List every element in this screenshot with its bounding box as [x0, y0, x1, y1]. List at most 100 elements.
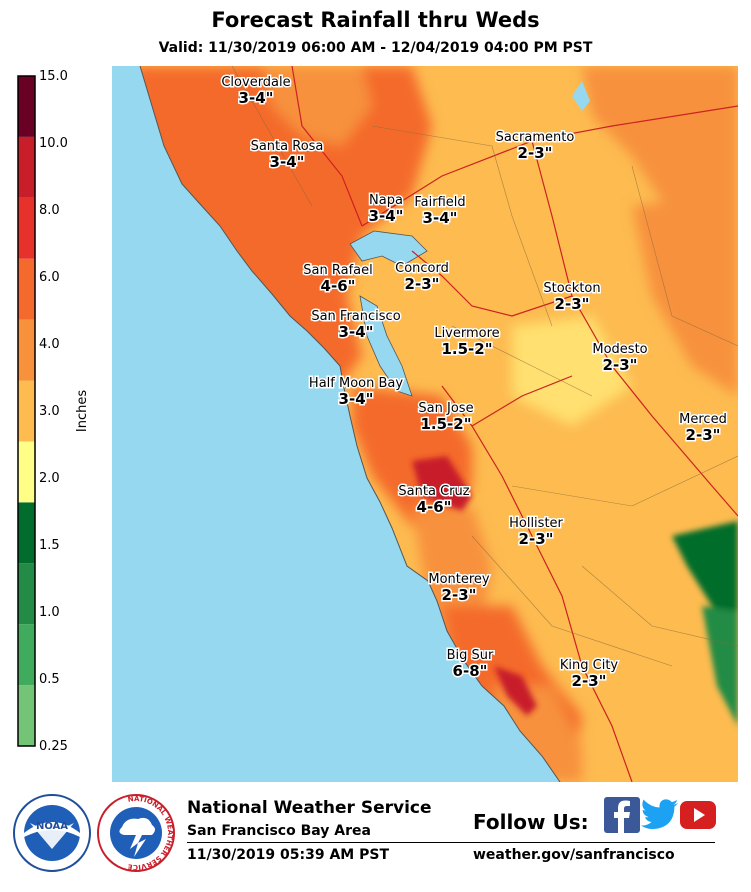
- follow-us-label: Follow Us:: [473, 810, 589, 834]
- san-francisco-bay: [359, 295, 413, 397]
- city-rainfall-amount: 6-8": [453, 662, 488, 680]
- city-rainfall-amount: 2-3": [519, 530, 554, 548]
- website-link[interactable]: weather.gov/sanfrancisco: [473, 847, 675, 863]
- city-name: Hollister: [509, 516, 563, 531]
- city-name: San Jose: [418, 401, 473, 416]
- legend-axis-label: Inches: [75, 390, 90, 432]
- rainfall-legend: 0.25 0.5 1.0 1.5 2.0 3.0 4.0 6.0 8.0 10.0 15.0 Inc…: [17, 69, 90, 754]
- noaa-logo: NOAA: [13, 794, 91, 872]
- legend-tick-label: 15.0: [39, 69, 68, 84]
- legend-bin: [18, 197, 35, 259]
- city-name: San Rafael: [303, 263, 372, 278]
- city-rainfall-amount: 3-4": [239, 89, 274, 107]
- city-rainfall-amount: 2-3": [518, 144, 553, 162]
- twitter-icon[interactable]: [641, 799, 679, 831]
- legend-tick-label: 8.0: [39, 203, 60, 218]
- facebook-icon[interactable]: [604, 797, 640, 833]
- city-name: Stockton: [543, 281, 600, 296]
- city-name: Concord: [395, 261, 449, 276]
- youtube-icon[interactable]: [680, 799, 716, 831]
- noaa-logo-text: NOAA: [36, 821, 68, 832]
- city-name: Big Sur: [447, 648, 494, 663]
- city-name: Fairfield: [414, 195, 465, 210]
- legend-bin: [18, 685, 35, 746]
- legend-tick-label: 10.0: [39, 136, 68, 151]
- city-rainfall-amount: 2-3": [572, 672, 607, 690]
- city-rainfall-amount: 3-4": [339, 390, 374, 408]
- city-rainfall-amount: 3-4": [369, 207, 404, 225]
- city-name: Merced: [679, 412, 727, 427]
- city-name: Monterey: [428, 572, 490, 587]
- city-name: San Francisco: [311, 309, 400, 324]
- legend-tick-label: 1.0: [39, 605, 60, 620]
- legend-bin: [18, 563, 35, 625]
- city-name: Half Moon Bay: [309, 376, 403, 391]
- county-lines: [231, 66, 738, 667]
- legend-bin: [18, 258, 35, 320]
- city-name: Santa Rosa: [251, 139, 324, 154]
- office-name: San Francisco Bay Area: [187, 823, 371, 839]
- legend-tick-label: 0.5: [39, 672, 60, 687]
- city-rainfall-amount: 3-4": [270, 153, 305, 171]
- legend-bin: [18, 380, 35, 442]
- legend-tick-label: 1.5: [39, 538, 60, 553]
- city-rainfall-amount: 1.5-2": [420, 415, 471, 433]
- folsom-lake: [572, 81, 590, 111]
- city-rainfall-amount: 2-3": [603, 356, 638, 374]
- legend-tick-label: 6.0: [39, 270, 60, 285]
- legend-bin: [18, 441, 35, 503]
- footer-divider: [187, 842, 715, 843]
- city-rainfall-amount: 2-3": [442, 586, 477, 604]
- city-name: Livermore: [434, 326, 499, 341]
- city-rainfall-amount: 2-3": [405, 275, 440, 293]
- legend-tick-label: 2.0: [39, 471, 60, 486]
- city-rainfall-amount: 1.5-2": [441, 340, 492, 358]
- city-name: Modesto: [592, 342, 647, 357]
- city-rainfall-amount: 2-3": [686, 426, 721, 444]
- agency-name: National Weather Service: [187, 798, 432, 818]
- city-name: Sacramento: [496, 130, 575, 145]
- city-rainfall-amount: 3-4": [423, 209, 458, 227]
- legend-bin-top: [18, 76, 35, 137]
- legend-bin: [18, 319, 35, 381]
- city-rainfall-amount: 4-6": [417, 498, 452, 516]
- city-name: Cloverdale: [221, 75, 290, 90]
- san-pablo-bay: [349, 230, 428, 267]
- city-rainfall-amount: 3-4": [339, 323, 374, 341]
- highways: [291, 66, 738, 782]
- coastline: [139, 66, 561, 782]
- issued-time: 11/30/2019 05:39 AM PST: [187, 847, 390, 863]
- page-title: Forecast Rainfall thru Weds: [211, 8, 540, 32]
- city-name: Napa: [369, 193, 403, 208]
- legend-bin: [18, 136, 35, 198]
- legend-tick-label: 4.0: [39, 337, 60, 352]
- legend-tick-label: 0.25: [39, 739, 68, 754]
- city-rainfall-amount: 2-3": [555, 295, 590, 313]
- city-name: Santa Cruz: [398, 484, 469, 499]
- city-name: King City: [560, 658, 619, 673]
- city-rainfall-amount: 4-6": [321, 277, 356, 295]
- legend-bin: [18, 502, 35, 564]
- legend-frame: [17, 75, 36, 747]
- legend-tick-label: 3.0: [39, 404, 60, 419]
- nws-logo: NATIONAL WEATHER SERVICE: [97, 794, 175, 872]
